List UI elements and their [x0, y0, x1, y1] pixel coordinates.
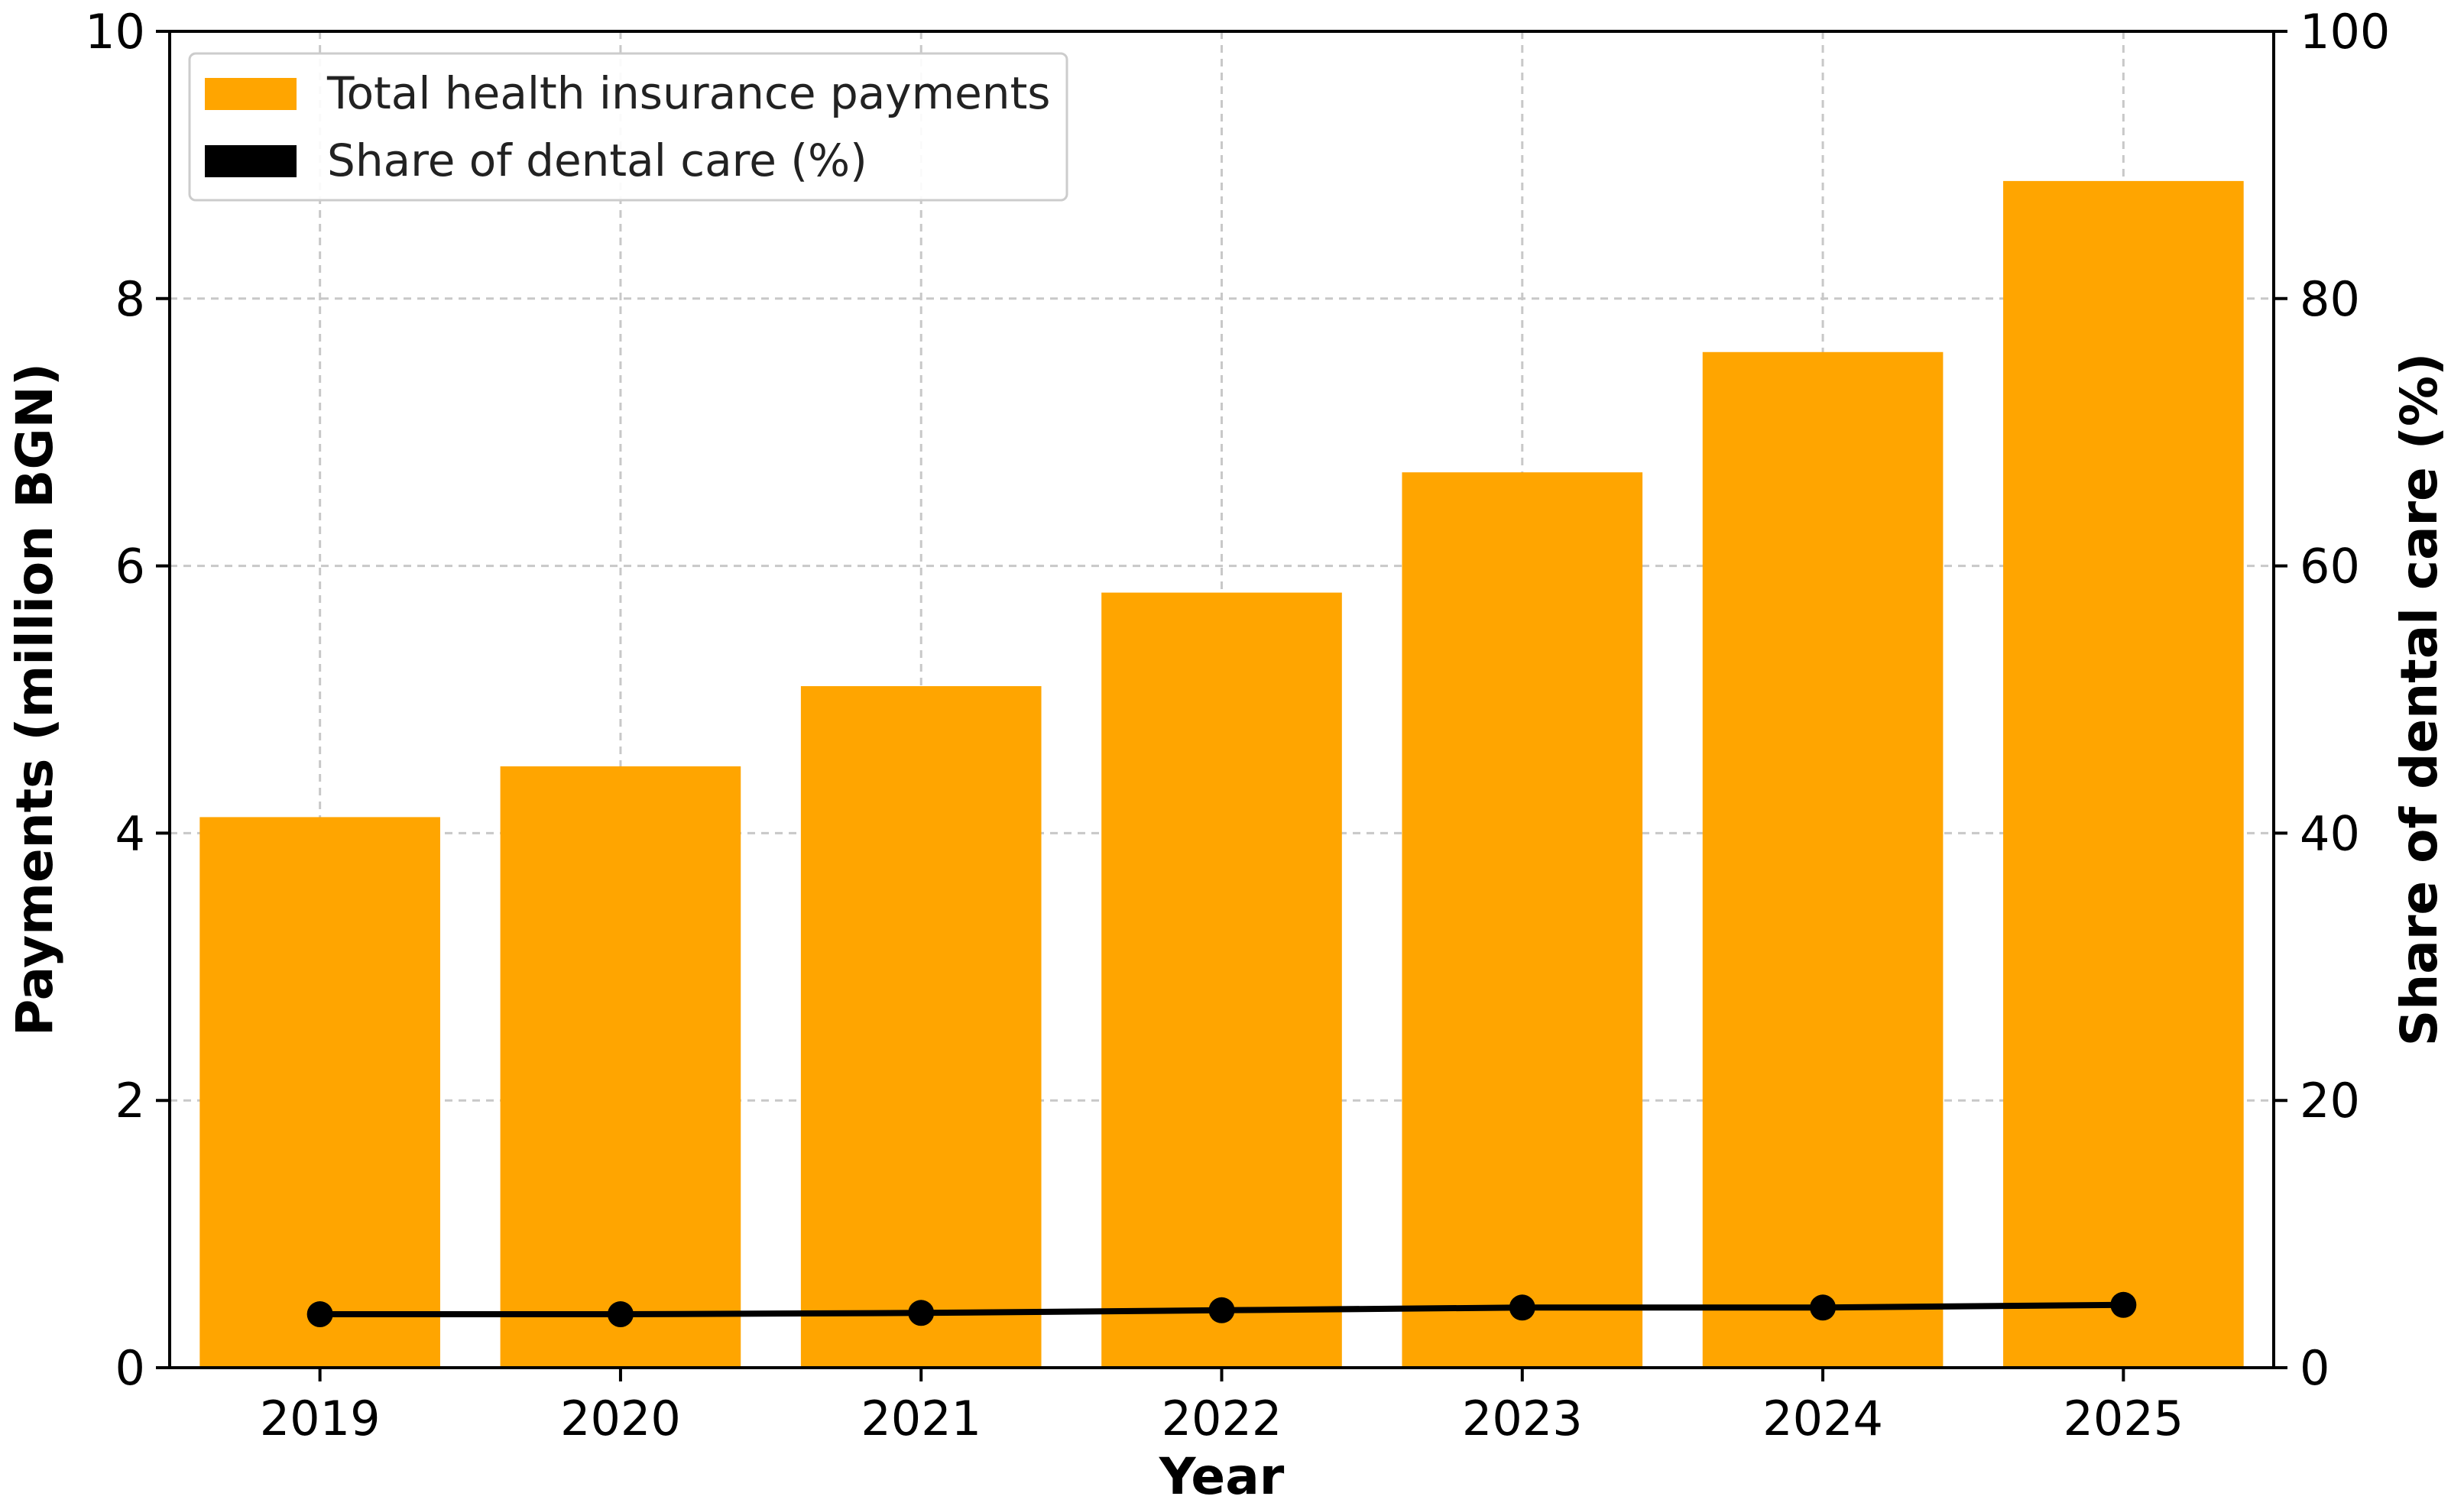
y-left-tick-label: 2	[115, 1073, 145, 1129]
legend-box	[188, 52, 1068, 202]
x-tick-label: 2021	[861, 1391, 981, 1446]
legend-swatch-bar	[205, 78, 297, 110]
y-right-tick-label: 0	[2300, 1340, 2329, 1396]
x-axis-ticks: 2019 2020 2021 2022 2023 2024 2025	[260, 1368, 2184, 1446]
x-tick-label: 2025	[2063, 1391, 2184, 1446]
dental-share-point-2022	[1208, 1297, 1235, 1323]
bar-2019	[199, 817, 440, 1368]
legend-label-line: Share of dental care (%)	[327, 134, 867, 186]
x-axis-title: Year	[1159, 1447, 1285, 1506]
x-tick-label: 2024	[1762, 1391, 1883, 1446]
dental-share-point-2024	[1810, 1294, 1837, 1321]
x-tick-label: 2019	[260, 1391, 381, 1446]
bar-2021	[800, 686, 1042, 1368]
x-tick-label: 2023	[1462, 1391, 1583, 1446]
y-axis-left-title: Payments (million BGN)	[5, 363, 64, 1036]
y-right-tick-label: 20	[2300, 1073, 2360, 1129]
dental-share-point-2025	[2110, 1291, 2137, 1318]
y-axis-right-title: Share of dental care (%)	[2390, 353, 2449, 1046]
bar-2022	[1101, 592, 1342, 1368]
x-tick-label: 2020	[560, 1391, 681, 1446]
y-left-tick-label: 4	[115, 805, 145, 861]
bar-2025	[2003, 180, 2244, 1368]
y-axis-right-ticks: 0 20 40 60 80 100	[2274, 4, 2390, 1396]
bar-2023	[1402, 472, 1643, 1368]
legend: Total health insurance payments Share of…	[188, 52, 1068, 202]
legend-label-bar: Total health insurance payments	[326, 67, 1051, 119]
y-right-tick-label: 100	[2300, 4, 2390, 60]
dental-share-point-2021	[908, 1300, 935, 1326]
bar-2024	[1702, 351, 1944, 1368]
y-right-tick-label: 60	[2300, 539, 2360, 594]
legend-swatch-line	[205, 145, 297, 177]
x-tick-label: 2022	[1162, 1391, 1282, 1446]
y-left-tick-label: 6	[115, 539, 145, 594]
y-axis-left-ticks: 0 2 4 6 8 10	[85, 4, 170, 1396]
dental-share-point-2020	[607, 1301, 634, 1328]
y-right-tick-label: 40	[2300, 805, 2360, 861]
y-right-tick-label: 80	[2300, 271, 2360, 327]
bar-2020	[500, 766, 741, 1368]
dental-share-point-2019	[306, 1301, 333, 1328]
y-left-tick-label: 0	[115, 1340, 145, 1396]
y-left-tick-label: 8	[115, 271, 145, 327]
bars	[199, 180, 2244, 1368]
dental-share-point-2023	[1509, 1294, 1535, 1321]
y-left-tick-label: 10	[85, 4, 145, 60]
line-series	[306, 1291, 2137, 1328]
